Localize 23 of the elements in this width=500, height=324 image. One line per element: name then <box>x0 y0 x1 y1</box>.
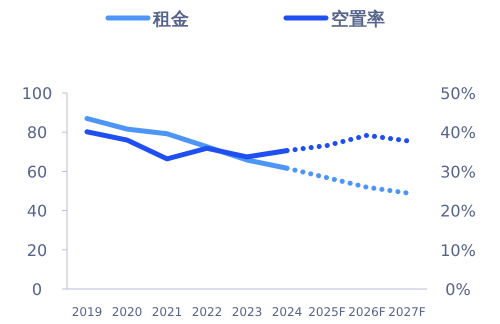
y-tick-label: 0 <box>32 280 42 299</box>
x-tick-label: 2024 <box>272 305 302 319</box>
y-tick-label: 40 <box>26 202 48 221</box>
y2-tick-label: 10% <box>440 240 476 260</box>
y-tick-label: 60 <box>26 162 48 182</box>
y-tick-label: 80 <box>26 123 48 142</box>
legend-label: 租金 <box>152 9 189 30</box>
x-tick-label: 2023 <box>232 305 262 319</box>
y2-tick-label: 20% <box>440 202 476 221</box>
y2-tick-label: 50% <box>440 84 476 103</box>
x-tick-label: 2020 <box>112 305 142 319</box>
y2-tick-label: 30% <box>440 162 476 182</box>
y2-tick-label: 0% <box>445 280 471 299</box>
x-tick-label: 2022 <box>192 305 222 319</box>
x-tick-label: 2025F <box>308 305 346 319</box>
y2-tick-label: 40% <box>440 123 476 142</box>
x-tick-label: 2027F <box>388 305 426 319</box>
x-tick-label: 2021 <box>152 305 182 319</box>
y-tick-label: 100 <box>22 84 52 103</box>
y-tick-label: 20 <box>26 240 48 260</box>
legend-label: 空置率 <box>331 9 385 30</box>
x-tick-label: 2026F <box>348 305 386 319</box>
x-tick-label: 2019 <box>72 305 102 319</box>
